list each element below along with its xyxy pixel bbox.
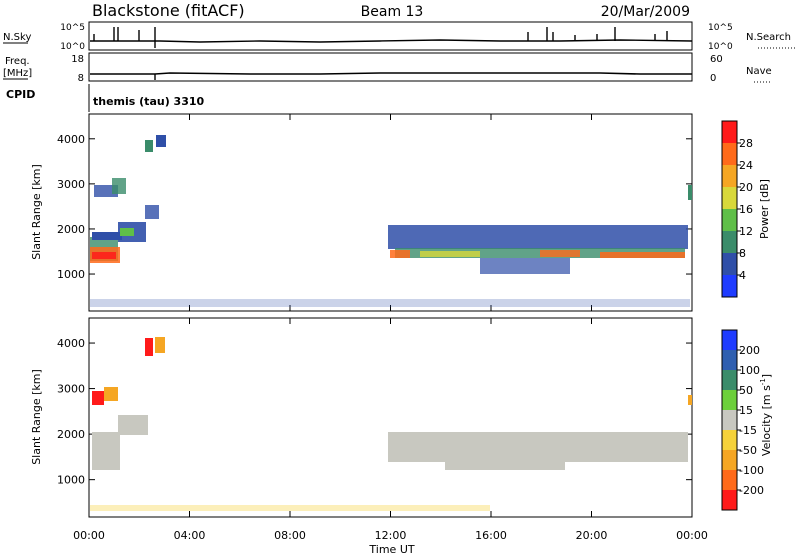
x-axis-title: Time UT — [368, 543, 414, 554]
freq-label-1: Freq. — [5, 56, 30, 67]
power-colorbar-cell-0 — [722, 275, 737, 297]
beam-title: Beam 13 — [361, 4, 424, 20]
power-colorbar-tick-0: 4 — [739, 269, 746, 282]
velocity-panel-data — [90, 337, 692, 511]
velocity-ytick-label-2: 3000 — [57, 383, 85, 396]
velocity-panel: 1000 2000 3000 4000 00:00 04:00 08:00 12:00 16:… — [30, 317, 708, 542]
velocity-panel-ylabel: Slant Range [km] — [30, 369, 43, 465]
velocity-colorbar-tick-6: -100 — [739, 464, 764, 477]
date-title: 20/Mar/2009 — [601, 4, 690, 20]
power-panel-data — [90, 135, 692, 307]
velocity-colorbar-cell-7 — [722, 470, 737, 490]
velocity-ytick-label-3: 4000 — [57, 337, 85, 350]
power-colorbar-tick-1: 8 — [739, 247, 746, 260]
nsearch-tick-top: 10^5 — [708, 23, 733, 33]
velocity-colorbar-label: Velocity [m s-1] — [759, 374, 773, 456]
velocity-xtick-label-5: 20:00 — [576, 529, 608, 542]
power-ytick-label-2: 3000 — [57, 178, 85, 191]
velocity-colorbar-tick-2: 50 — [739, 384, 753, 397]
freq-label-2: [MHz] — [3, 68, 32, 79]
power-colorbar-cell-1 — [722, 253, 737, 275]
velocity-colorbar-label-sup: -1 — [759, 378, 767, 385]
velocity-colorbar-tick-0: 200 — [739, 344, 760, 357]
velocity-colorbar: 200 100 50 15 -15 -50 -100 -200 Velocity [m s-1… — [721, 329, 773, 511]
power-colorbar-tick-2: 12 — [739, 225, 753, 238]
nsky-spikes — [93, 27, 668, 48]
velocity-ytick-label-1: 2000 — [57, 428, 85, 441]
nave-tick-bottom: 0 — [710, 73, 716, 84]
station-title: Blackstone (fitACF) — [92, 1, 245, 20]
nave-label: Nave — [746, 66, 772, 77]
power-colorbar-tick-4: 20 — [739, 181, 753, 194]
nsky-label: N.Sky — [3, 32, 31, 43]
power-colorbar-cell-4 — [722, 187, 737, 209]
freq-tick-bottom: 8 — [78, 73, 84, 84]
freq-trace — [90, 72, 692, 75]
power-colorbar-cell-5 — [722, 165, 737, 187]
nsky-panel: N.Sky 10^5 10^0 N.Search 10^5 10^0 — [3, 21, 795, 52]
velocity-colorbar-tick-3: 15 — [739, 404, 753, 417]
velocity-xtick-label-2: 08:00 — [274, 529, 306, 542]
nsky-trace — [90, 39, 693, 43]
power-ytick-label-0: 1000 — [57, 268, 85, 281]
velocity-xtick-label-4: 16:00 — [475, 529, 507, 542]
freq-tick-top: 18 — [71, 54, 84, 65]
velocity-colorbar-cell-5 — [722, 430, 737, 450]
power-colorbar-tick-3: 16 — [739, 203, 753, 216]
velocity-ytick-label-0: 1000 — [57, 474, 85, 487]
nsky-tick-top: 10^5 — [60, 23, 85, 33]
freq-panel: Freq. [MHz] 18 8 Nave 60 0 — [3, 52, 772, 84]
power-colorbar-cell-6 — [722, 143, 737, 165]
velocity-colorbar-cell-6 — [722, 450, 737, 470]
power-panel-ylabel: Slant Range [km] — [30, 164, 43, 260]
velocity-xtick-label-0: 00:00 — [73, 529, 105, 542]
velocity-colorbar-tick-4: -15 — [739, 424, 757, 437]
cpid-strip: CPID themis (tau) 3310 — [6, 84, 205, 112]
power-colorbar-label: Power [dB] — [758, 179, 771, 239]
power-ytick-label-1: 2000 — [57, 223, 85, 236]
velocity-colorbar-label-end: ] — [760, 374, 773, 378]
power-colorbar-cell-7 — [722, 121, 737, 143]
velocity-xtick-label-1: 04:00 — [174, 529, 206, 542]
power-colorbar: 4 8 12 16 20 24 28 Power [dB] — [721, 120, 771, 298]
velocity-xtick-label-6: 00:00 — [676, 529, 708, 542]
velocity-colorbar-cell-4 — [722, 410, 737, 430]
velocity-colorbar-cell-3 — [722, 390, 737, 410]
velocity-colorbar-tick-1: 100 — [739, 364, 760, 377]
velocity-colorbar-label-main: Velocity [m s — [760, 385, 773, 456]
power-ytick-label-3: 4000 — [57, 133, 85, 146]
power-colorbar-cell-2 — [722, 231, 737, 253]
velocity-colorbar-cell-0 — [722, 330, 737, 350]
power-colorbar-tick-5: 24 — [739, 159, 753, 172]
nave-tick-top: 60 — [710, 54, 723, 65]
velocity-colorbar-tick-7: -200 — [739, 484, 764, 497]
nsearch-tick-bottom: 10^0 — [708, 42, 733, 52]
velocity-colorbar-tick-5: -50 — [739, 444, 757, 457]
power-colorbar-cell-3 — [722, 209, 737, 231]
cpid-label: CPID — [6, 88, 35, 101]
velocity-colorbar-cell-2 — [722, 370, 737, 390]
power-panel: 1000 2000 3000 4000 Slant Range [km] — [30, 113, 693, 312]
nsearch-label: N.Search — [746, 32, 791, 43]
nsky-tick-bottom: 10^0 — [60, 42, 85, 52]
velocity-xtick-label-3: 12:00 — [375, 529, 407, 542]
velocity-colorbar-cell-1 — [722, 350, 737, 370]
velocity-colorbar-cell-8 — [722, 490, 737, 510]
cpid-value: themis (tau) 3310 — [93, 95, 205, 108]
power-colorbar-tick-6: 28 — [739, 137, 753, 150]
